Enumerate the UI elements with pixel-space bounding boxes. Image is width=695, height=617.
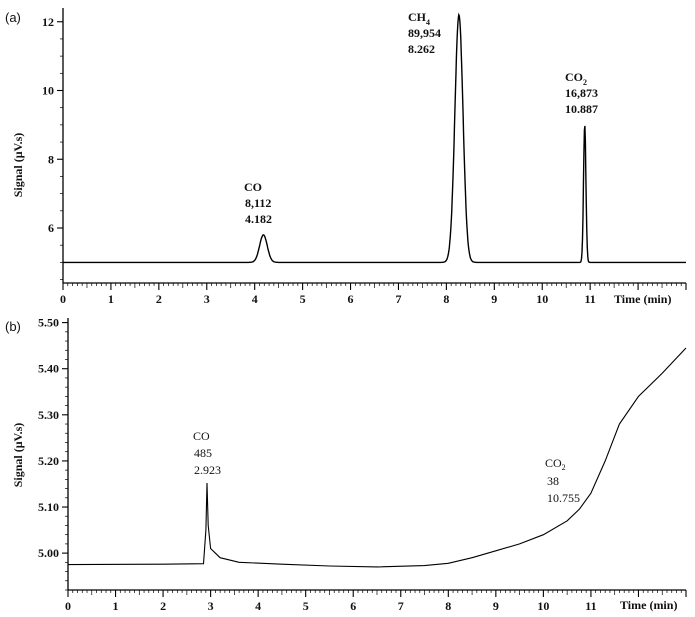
peak-co2-time: 10.887 [565,102,598,116]
peak-co-b-time: 2.923 [194,463,221,477]
panel-a-ylabel: Signal (μV.s) [11,133,25,198]
peak-co-time: 4.182 [245,212,272,226]
panel-b-x-tick-label: 5 [303,599,309,613]
panel-a-x-tick-label: 3 [204,292,210,306]
panel-b-x-tick-label: 7 [398,599,404,613]
panel-a-y-tick-label: 10 [42,84,54,98]
panel-a-x-tick-label: 8 [443,292,449,306]
panel-a-x-tick-label: 7 [395,292,401,306]
panel-b-signal-line [67,347,687,568]
peak-label-co-b: CO 485 2.923 [193,429,221,477]
peak-co2-b-time: 10.755 [547,491,580,505]
peak-co2-b-name: CO2 [545,456,566,472]
peak-co-b-name: CO [193,429,210,443]
panel-a-x-tick-label: 2 [156,292,162,306]
panel-b-y-tick-label: 5.00 [38,546,59,560]
panel-a-signal-line [63,12,686,264]
panel-b-x-tick-label: 11 [585,599,596,613]
panel-b-x-tick-label: 4 [255,599,261,613]
panel-b-x-tick-label: 3 [208,599,214,613]
panel-b-x-tick-label: 9 [493,599,499,613]
panel-b-y-tick-label: 5.40 [38,362,59,376]
panel-b-x-tick-label: 0 [65,599,71,613]
peak-co-area: 8,112 [245,196,271,210]
panel-b-x-tick-label: 1 [113,599,119,613]
panel-a-x-tick-label: 9 [491,292,497,306]
panel-b-x-tick-label: 8 [445,599,451,613]
panel-b-ylabel: Signal (μV.s) [11,423,25,488]
peak-co2-b-area: 38 [547,474,559,488]
panel-b-y-tick-label: 5.30 [38,408,59,422]
panel-b-label: (b) [5,319,21,334]
panel-b-x-tick-label: 10 [537,599,549,613]
peak-label-co: CO 8,112 4.182 [244,180,272,226]
panel-a-x-tick-label: 6 [348,292,354,306]
panel-a-label: (a) [5,10,21,25]
panel-b-y-tick-label: 5.50 [38,316,59,330]
peak-co2-name: CO2 [565,70,587,87]
panel-a-x-tick-label: 4 [252,292,258,306]
peak-ch4-time: 8.262 [408,42,435,56]
peak-ch4-name: CH4 [408,10,430,27]
panel-b-ticks: 0 1 2 3 4 5 6 7 8 9 10 11 5.00 5.10 5.20 5.30 5.40 5.50 [38,316,687,613]
panel-b-y-tick-label: 5.10 [38,500,59,514]
panel-a-x-tick-label: 11 [584,292,595,306]
panel-a-y-tick-label: 8 [48,152,54,166]
peak-label-co2: CO2 16,873 10.887 [565,70,598,116]
panel-a-x-tick-label: 1 [108,292,114,306]
panel-a-x-tick-label: 0 [60,292,66,306]
peak-label-ch4: CH4 89,954 8.262 [408,10,441,56]
peak-label-co2-b: CO2 38 10.755 [545,456,580,505]
peak-co-b-area: 485 [194,446,212,460]
panel-b-x-tick-label: 6 [350,599,356,613]
panel-b-xlabel: Time (min) [620,598,677,612]
peak-ch4-area: 89,954 [408,26,441,40]
panel-a-xlabel: Time (min) [614,292,671,306]
panel-a-x-tick-label: 5 [300,292,306,306]
panel-b-y-tick-label: 5.20 [38,454,59,468]
peak-co-name: CO [244,180,262,194]
panel-b: (b) Signal (μV.s) Time (min) 0 1 2 3 4 5 6 7 8 9 1… [5,316,687,613]
panel-b-x-tick-label: 2 [160,599,166,613]
panel-a-x-tick-label: 10 [536,292,548,306]
panel-a-y-tick-label: 12 [42,15,54,29]
panel-a-y-tick-label: 6 [48,221,54,235]
peak-co2-area: 16,873 [565,86,598,100]
